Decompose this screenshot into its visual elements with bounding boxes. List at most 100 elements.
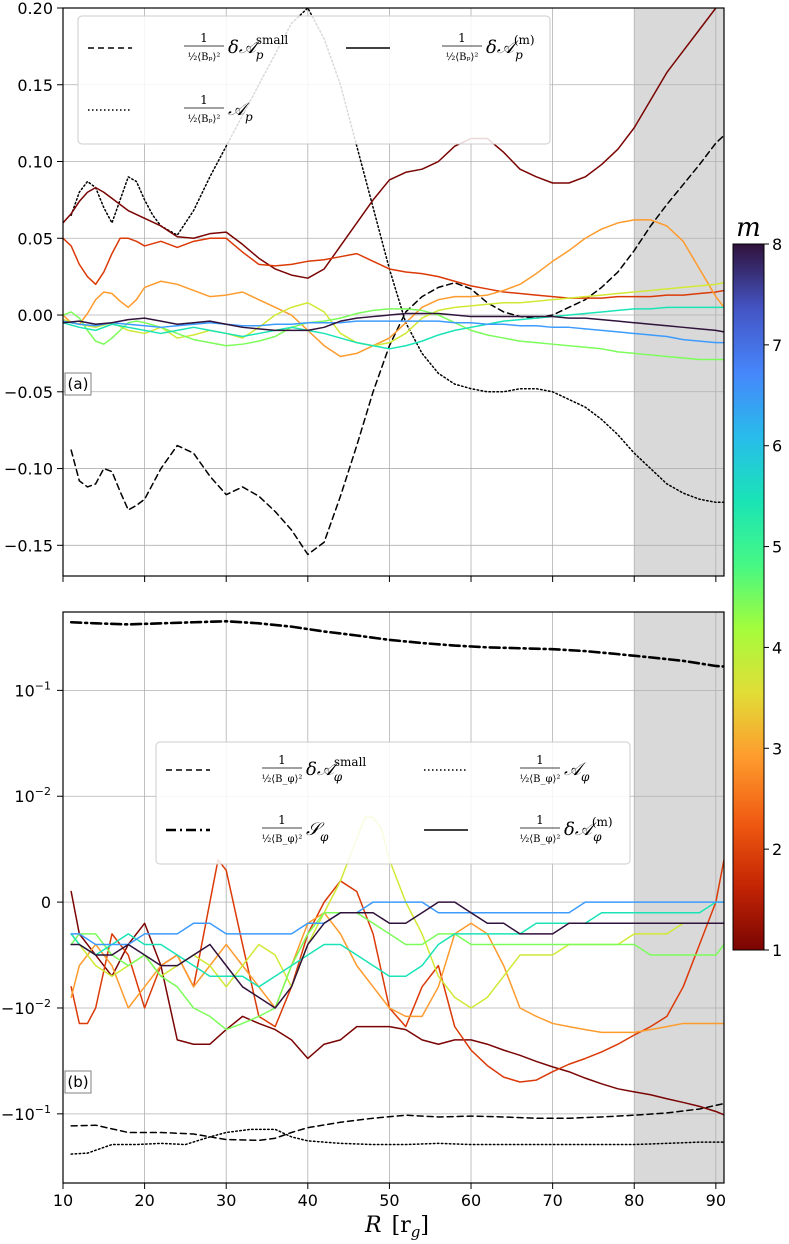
colorbar-tick-label: 1 (772, 941, 782, 960)
series-line-m3 (63, 219, 724, 358)
y-tick-label: 0.15 (17, 76, 53, 95)
legend-frac-den: ½⟨B_φ⟩² (520, 774, 561, 785)
x-axis-unit-sub: g (411, 1223, 421, 1241)
y-tick-label: −0.15 (4, 536, 53, 555)
legend-sym: 𝒜 (228, 99, 250, 120)
legend-frac-den: ½⟨Bₚ⟩² (446, 52, 479, 63)
legend-sub: φ (593, 830, 602, 844)
colorbar-tick-label: 8 (772, 235, 782, 254)
x-axis-unit-open: [r (392, 1213, 412, 1238)
legend-sub: p (256, 48, 264, 62)
y-tick-exp: −2 (35, 785, 51, 798)
y-tick-label: −0.10 (4, 460, 53, 479)
y-tick-label: −10−1 (1, 1103, 51, 1124)
series-line-m3 (70, 911, 724, 1034)
legend-sym: δ𝒜 (306, 759, 339, 780)
series-line-total (70, 1128, 724, 1155)
y-tick-base: 10 (14, 787, 34, 806)
y-tick-base: 0 (41, 893, 51, 912)
colorbar-tick-label: 3 (772, 739, 782, 758)
legend-box (77, 15, 551, 145)
series-line-m5 (63, 308, 724, 361)
legend-sub: p (245, 110, 253, 124)
legend-sub: φ (320, 830, 329, 844)
colorbar: m 1 2 3 4 5 6 7 8 (732, 213, 782, 960)
x-axis-symbol: R (364, 1213, 382, 1238)
plot-frame (62, 7, 725, 577)
legend-entry-total: 1 ½⟨Bₚ⟩² 𝒜p (88, 93, 253, 125)
y-tick-base: −10 (1, 999, 35, 1018)
series-line-m7 (63, 320, 724, 344)
legend-symbol: δ𝒜small φ (306, 755, 366, 784)
x-tick-label: 80 (624, 1191, 644, 1210)
panel-a: −0.15 −0.10 −0.05 0.00 0.05 0.10 0.15 0.20 (a) (4, 0, 725, 582)
legend-frac-num: 1 (278, 753, 286, 767)
legend-symbol: 𝒜φ (564, 759, 590, 784)
y-tick-label: 0.00 (17, 306, 53, 325)
legend-frac-num: 1 (536, 813, 544, 827)
legend-symbol: δ𝒜small p (228, 33, 288, 62)
panel-label-box (64, 372, 92, 396)
legend-sub: p (515, 48, 523, 62)
series-line-m6 (63, 306, 724, 350)
colorbar-gradient (732, 243, 765, 951)
x-axis-unit-close: ] (420, 1213, 429, 1238)
y-tick-label: −0.05 (4, 383, 53, 402)
legend-entry-total: 1 ½⟨B_φ⟩² 𝒜φ (424, 753, 590, 785)
legend-box (155, 741, 631, 865)
series-line-m8 (70, 901, 724, 1009)
series-line-m5 (70, 911, 724, 1031)
series-line-m1 (63, 8, 717, 279)
y-tick-label: 10−1 (14, 679, 51, 700)
legend-frac-num: 1 (200, 93, 208, 107)
legend-sup: small (256, 33, 289, 47)
y-tick-label: 0 (41, 893, 51, 912)
legend-entry-small: 1 ½⟨B_φ⟩² δ𝒜small φ (166, 753, 366, 785)
y-tick-label: −10−2 (1, 997, 51, 1018)
legend-sym: 𝒜 (564, 759, 586, 780)
legend-frac-den: ½⟨Bₚ⟩² (188, 52, 221, 63)
x-tick-label: 20 (134, 1191, 154, 1210)
colorbar-tick-label: 6 (772, 437, 782, 456)
x-tick-label: 90 (706, 1191, 726, 1210)
legend-frac-num: 1 (200, 31, 208, 45)
legend-symbol: 𝒜p (228, 99, 253, 124)
legend-frac-num: 1 (536, 753, 544, 767)
legend-frac-den: ½⟨B_φ⟩² (262, 834, 303, 845)
panel-label-box (64, 1070, 92, 1094)
series-line-m4 (63, 282, 724, 347)
colorbar-tick-label: 5 (772, 538, 782, 557)
x-axis-label: R [rg] (364, 1213, 429, 1241)
series-line-m2 (63, 237, 724, 299)
legend-sub: φ (334, 770, 343, 784)
legend-frac-num: 1 (458, 31, 466, 45)
legend-frac-den: ½⟨B_φ⟩² (262, 774, 303, 785)
legend-sup: (m) (514, 33, 535, 47)
y-tick-exp: −2 (35, 997, 51, 1010)
series-line-small (70, 134, 724, 556)
x-tick-label: 40 (298, 1191, 318, 1210)
legend-frac-num: 1 (278, 813, 286, 827)
legend-symbol: δ𝒜(m) φ (564, 815, 613, 844)
panel-label: (b) (67, 1073, 88, 1091)
legend-symbol: δ𝒜(m) p (486, 33, 535, 62)
legend-entry-mode: 1 ½⟨Bₚ⟩² δ𝒜(m) p (346, 31, 535, 63)
legend-sym: δ𝒜 (486, 37, 519, 58)
series-line-m7 (70, 901, 724, 946)
legend-sup: small (334, 755, 367, 769)
legend-sub: φ (581, 770, 590, 784)
series-line-m1 (70, 890, 724, 1116)
x-tick-label: 10 (53, 1191, 73, 1210)
y-tick-base: 10 (14, 681, 34, 700)
legend-entry-mode: 1 ½⟨B_φ⟩² δ𝒜(m) φ (424, 813, 613, 845)
x-tick-label: 50 (379, 1191, 399, 1210)
y-tick-label: 0.10 (17, 153, 53, 172)
y-tick-label: 0.20 (17, 0, 53, 18)
y-tick-exp: −1 (35, 1103, 51, 1116)
series-line-S (69, 619, 724, 668)
y-tick-base: −10 (1, 1105, 35, 1124)
legend-frac-den: ½⟨B_φ⟩² (520, 834, 561, 845)
colorbar-tick-label: 4 (772, 638, 782, 657)
panel-label: (a) (68, 375, 89, 393)
